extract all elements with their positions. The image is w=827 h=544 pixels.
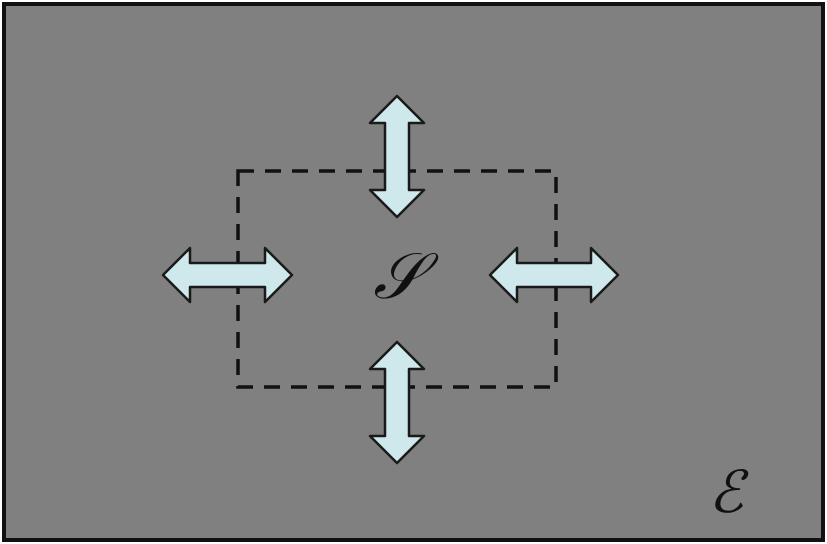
environment-label: ℰ — [708, 458, 749, 526]
arrow-left — [161, 246, 294, 304]
arrow-right — [488, 246, 620, 304]
arrow-top — [368, 94, 426, 219]
arrow-bottom — [368, 340, 426, 465]
